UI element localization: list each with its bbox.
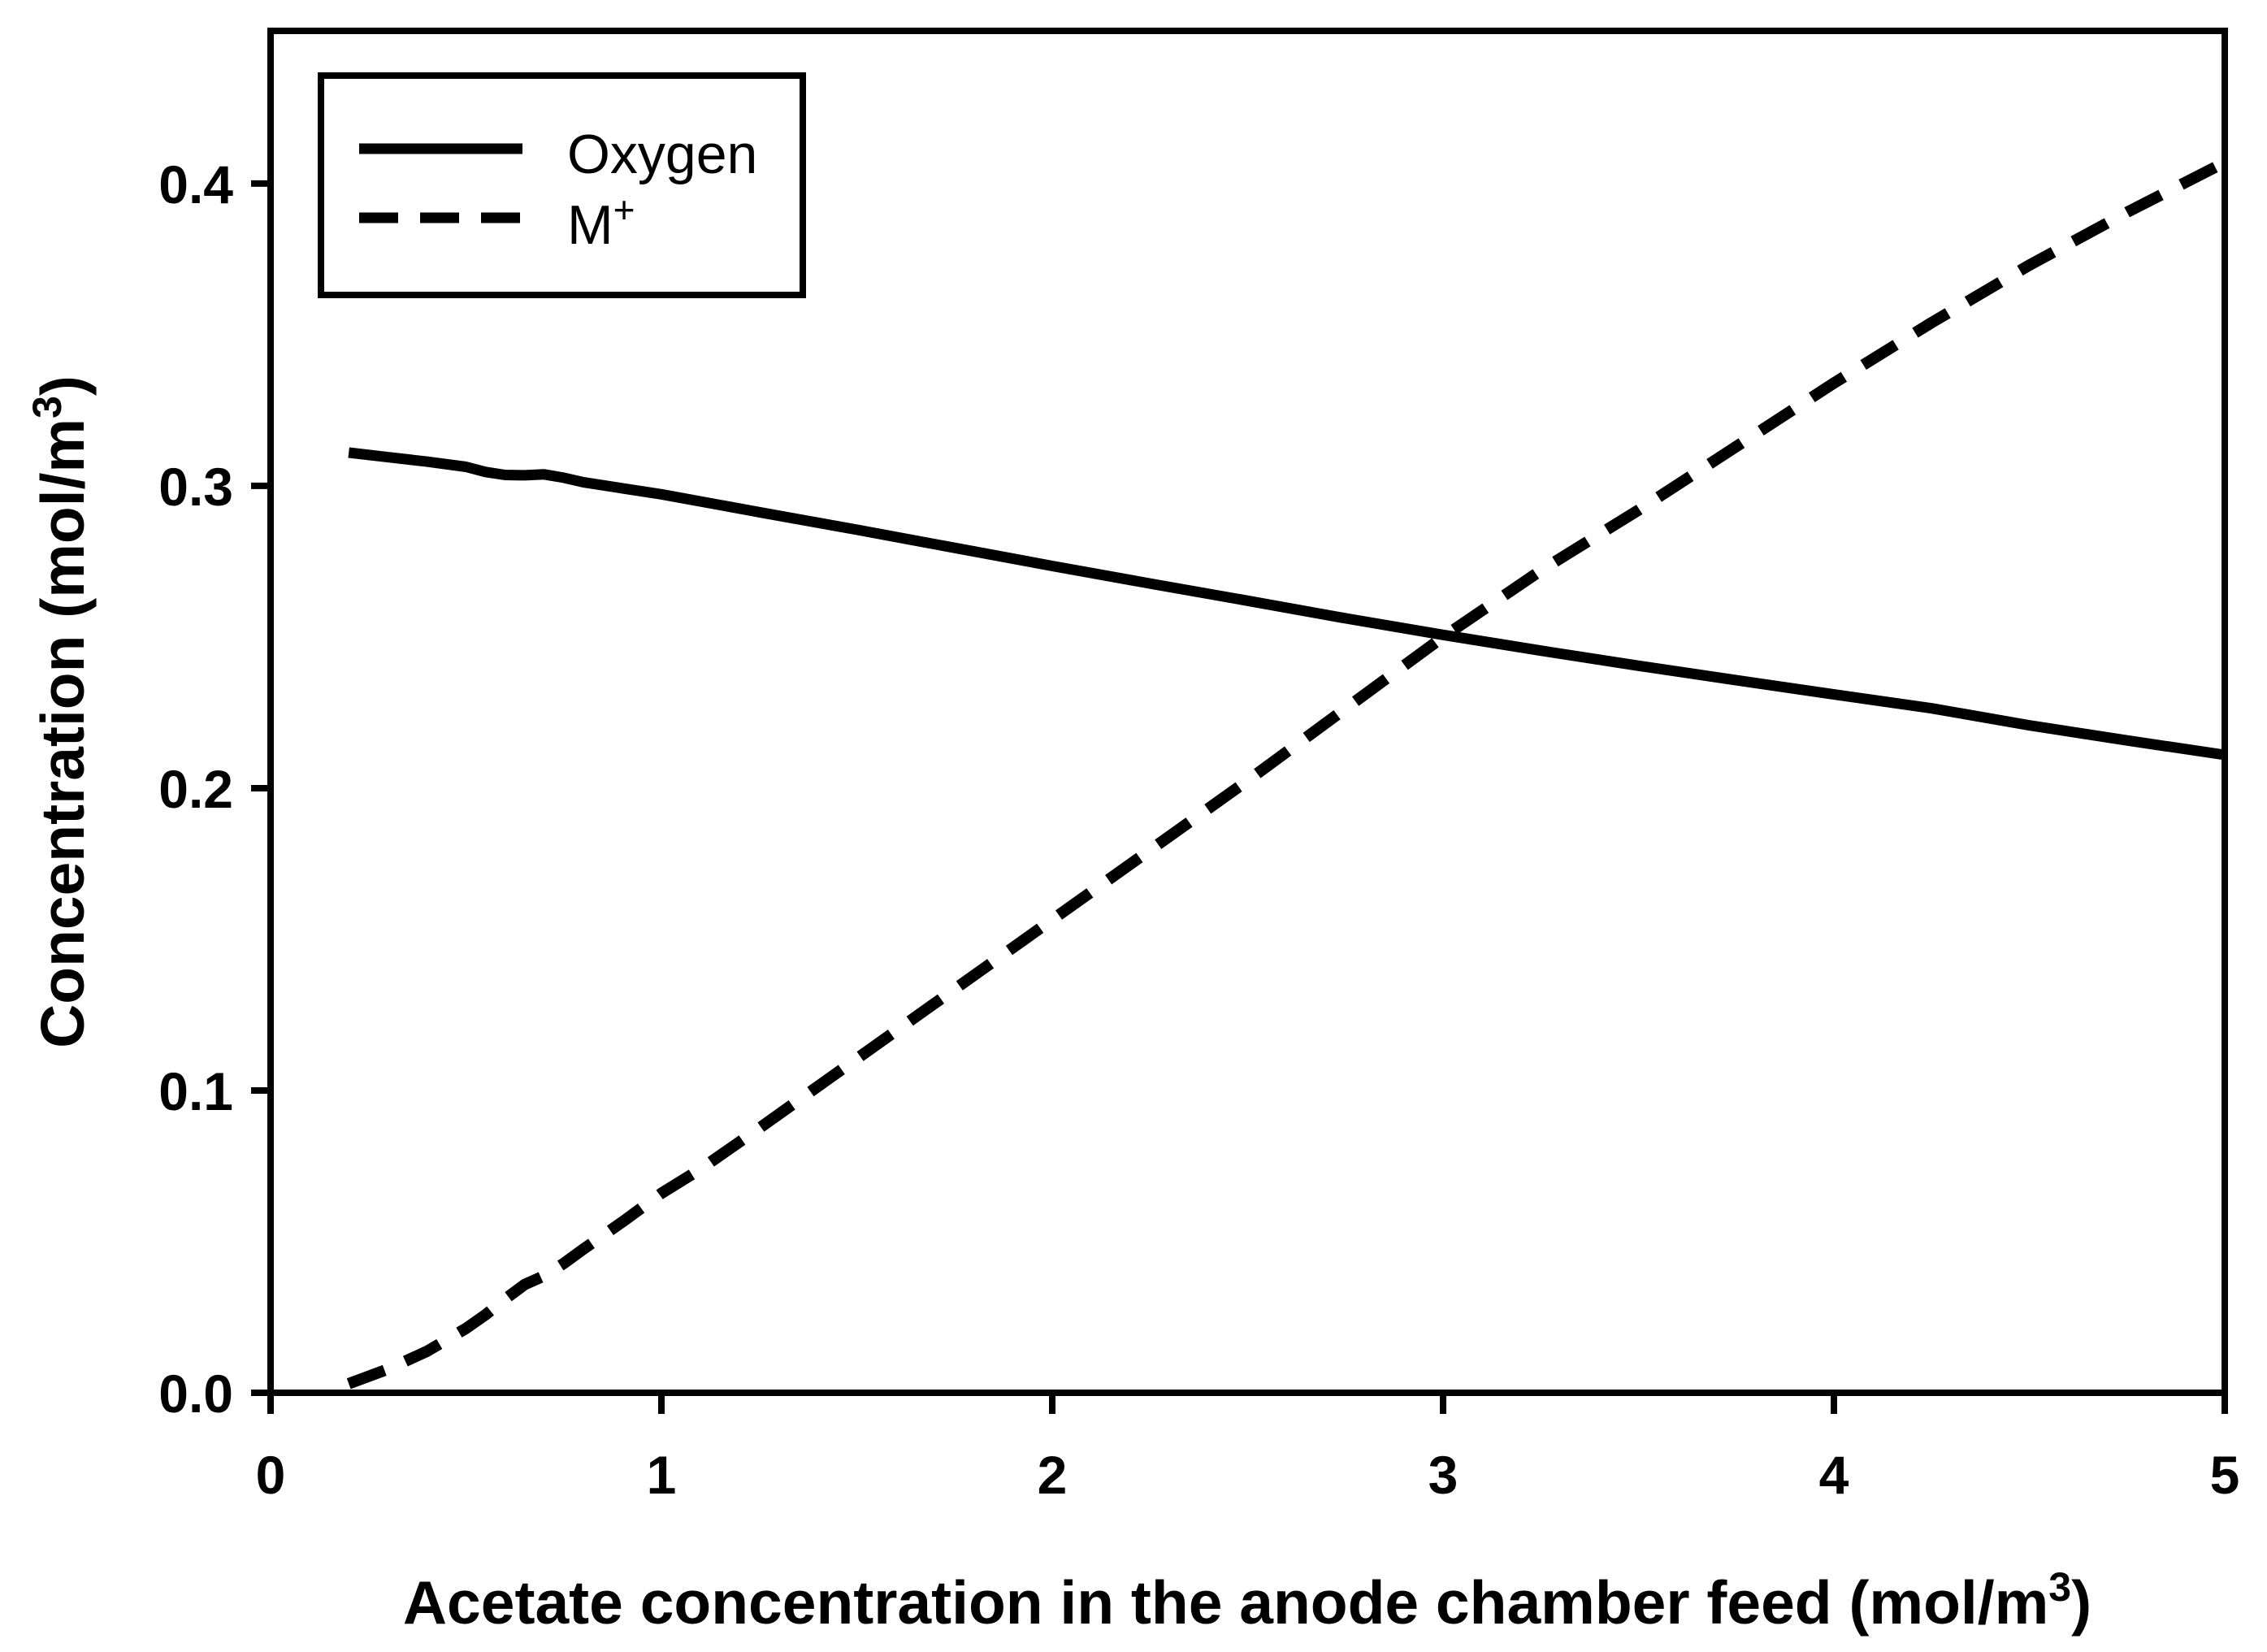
y-axis-tick-label: 0.0 — [158, 1364, 233, 1424]
legend-box — [318, 72, 806, 298]
x-axis-tick-label: 2 — [1038, 1445, 1068, 1505]
y-axis-tick-label: 0.2 — [158, 759, 233, 819]
y-axis: 0.0 0.1 0.2 0.3 0.4 — [158, 154, 271, 1424]
plot-frame — [267, 28, 2228, 1396]
x-axis-tick-label: 4 — [1819, 1445, 1849, 1505]
x-axis-title: Acetate concentration in the anode chamb… — [403, 1564, 2091, 1637]
y-axis-tick-label: 0.4 — [158, 154, 233, 215]
x-axis-tick-label: 1 — [647, 1445, 677, 1505]
oxygen-line — [348, 447, 2226, 761]
x-axis-tick-label: 5 — [2210, 1445, 2240, 1505]
m-plus-line — [346, 157, 2228, 1390]
y-axis-tick-label: 0.3 — [158, 457, 233, 517]
x-axis-tick-label: 3 — [1428, 1445, 1459, 1505]
y-axis-title: Concentration (mol/m3) — [24, 375, 97, 1048]
legend-m-plus-label: M+ — [567, 189, 635, 256]
y-axis-tick-label: 0.1 — [158, 1061, 233, 1121]
legend-oxygen-label: Oxygen — [567, 124, 757, 185]
x-axis-tick-label: 0 — [256, 1445, 286, 1505]
x-axis: 0 1 2 3 4 5 — [256, 1393, 2240, 1505]
